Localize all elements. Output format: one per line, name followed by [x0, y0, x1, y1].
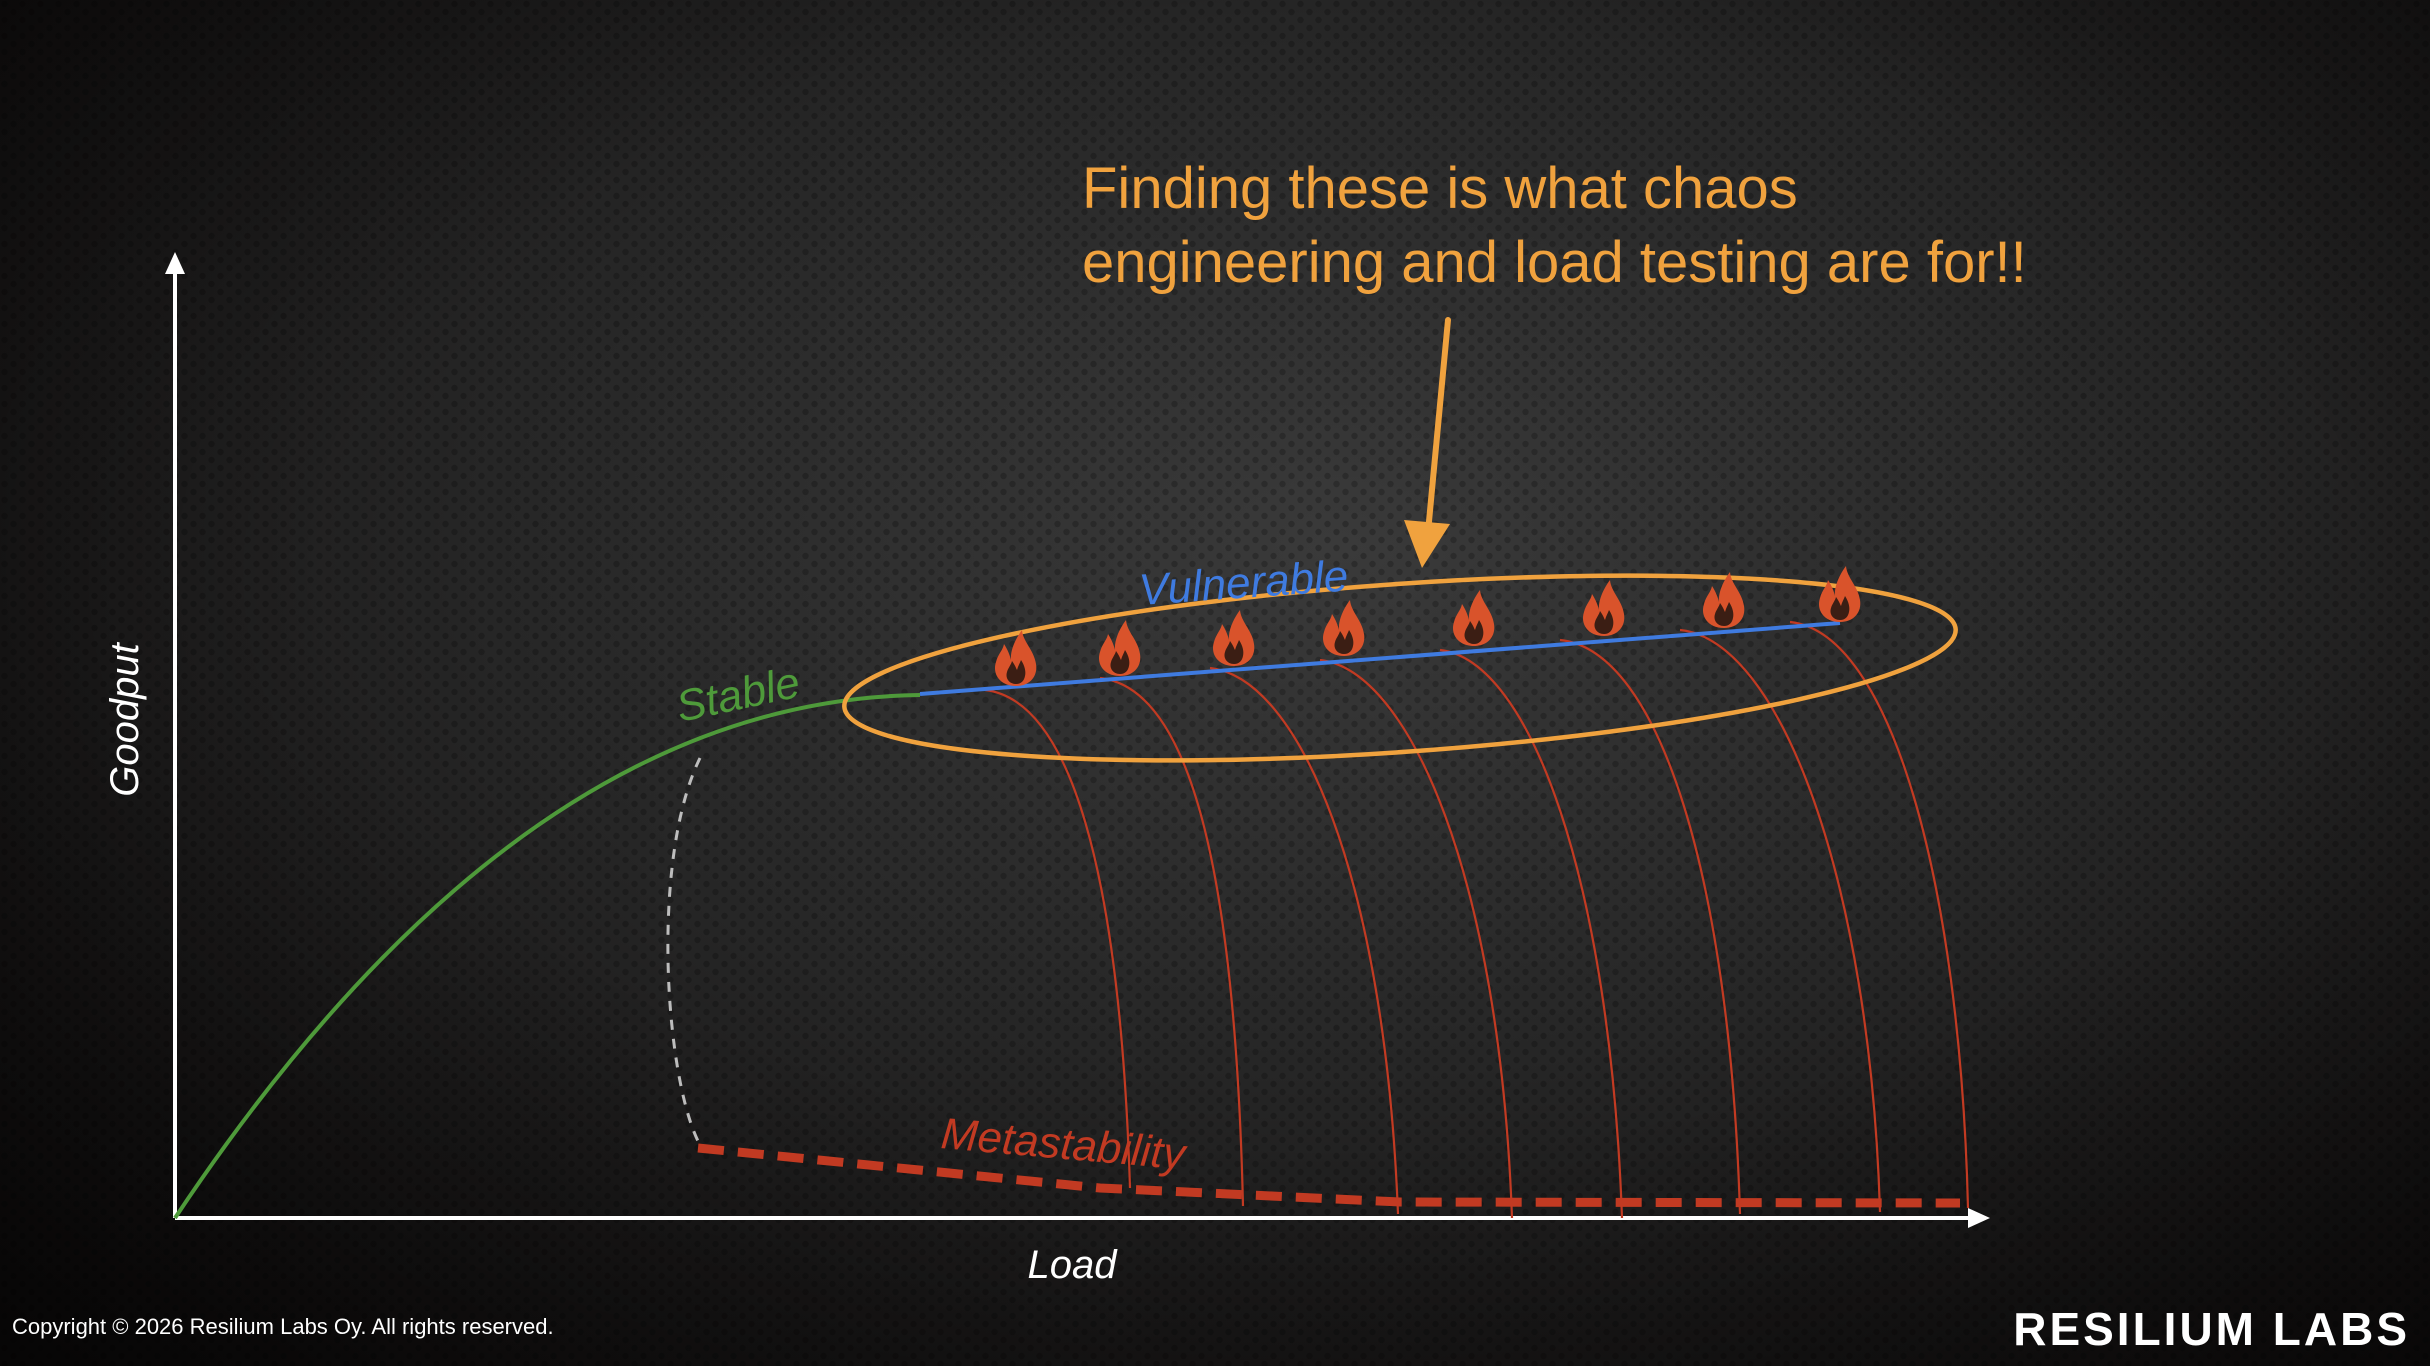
- fire-icon: [1452, 590, 1495, 646]
- copyright-notice: Copyright © 2026 Resilium Labs Oy. All r…: [12, 1314, 554, 1339]
- collapse-transition-dashed: [666, 757, 702, 1146]
- x-axis-label: Load: [1028, 1243, 1119, 1287]
- collapse-curves: [984, 620, 1970, 1219]
- collapse-curve: [984, 688, 1132, 1189]
- collapse-curve: [1099, 676, 1245, 1207]
- fire-icon: [1098, 620, 1141, 676]
- collapse-curve: [1679, 628, 1882, 1213]
- fire-icon: [1322, 600, 1365, 656]
- collapse-curve: [1439, 648, 1624, 1219]
- brand-logo: RESILIUM LABS: [2013, 1303, 2410, 1355]
- collapse-curve: [1559, 638, 1742, 1215]
- fire-icon: [1818, 566, 1861, 622]
- fire-icon: [1582, 580, 1625, 636]
- stable-label: Stable: [672, 658, 804, 732]
- fire-icon: [1212, 610, 1255, 666]
- x-axis-arrow-icon: [1968, 1208, 1990, 1228]
- collapse-curve: [1789, 620, 1970, 1209]
- callout-line-1: Finding these is what chaos: [1082, 156, 1798, 221]
- callout-arrowhead-icon: [1404, 520, 1450, 568]
- y-axis-label: Goodput: [103, 641, 147, 796]
- stable-curve: [173, 693, 921, 1220]
- callout-line-2: engineering and load testing are for!!: [1082, 230, 2027, 295]
- y-axis-arrow-icon: [165, 252, 185, 274]
- callout-arrow: [1404, 317, 1451, 568]
- fire-icon: [1702, 572, 1745, 628]
- collapse-curve: [1319, 658, 1514, 1219]
- vulnerable-line: [919, 621, 1841, 696]
- vulnerable-label: Vulnerable: [1137, 551, 1350, 615]
- collapse-curve: [1209, 666, 1400, 1215]
- metastability-label: Metastability: [939, 1109, 1190, 1179]
- vulnerable-region-highlight: [842, 573, 1958, 763]
- axes: [165, 252, 1990, 1228]
- callout-text: Finding these is what chaos engineering …: [1082, 152, 2027, 300]
- metastability-line: [697, 1143, 1961, 1208]
